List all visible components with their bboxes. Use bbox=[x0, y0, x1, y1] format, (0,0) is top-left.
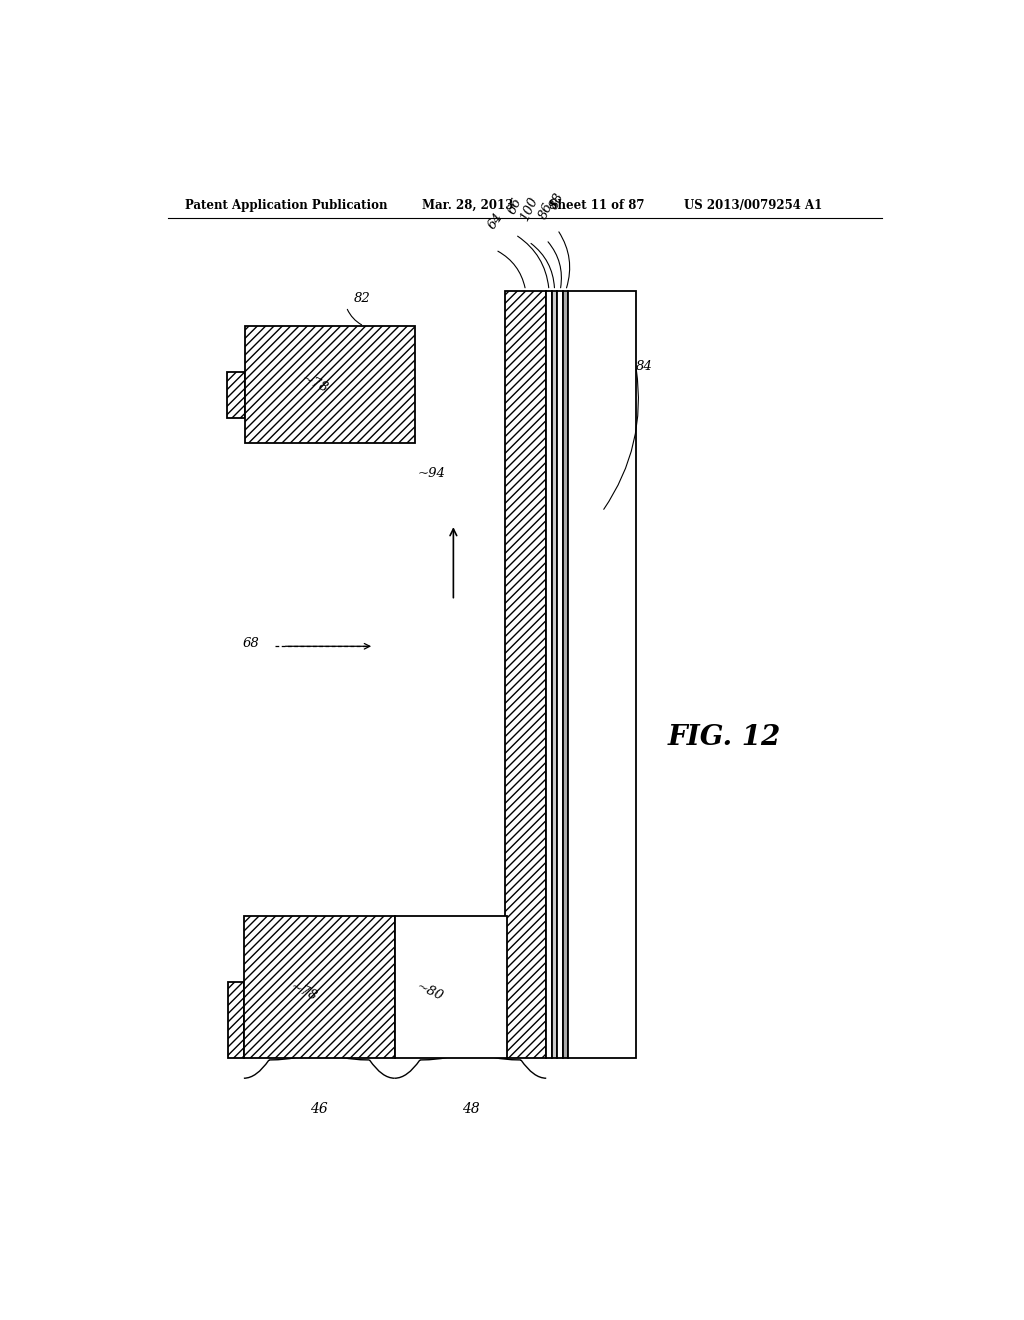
Bar bbox=[245, 326, 416, 444]
Bar bbox=[505, 290, 546, 1057]
Bar bbox=[568, 290, 636, 1057]
Text: 64: 64 bbox=[485, 210, 506, 231]
Bar bbox=[557, 290, 563, 1057]
Bar bbox=[563, 290, 568, 1057]
Text: 84: 84 bbox=[636, 360, 652, 374]
Text: 100: 100 bbox=[517, 195, 540, 223]
Text: ~78: ~78 bbox=[299, 372, 330, 396]
Text: 88: 88 bbox=[548, 190, 566, 211]
Bar bbox=[546, 290, 552, 1057]
Bar bbox=[394, 916, 507, 1057]
Text: 46: 46 bbox=[310, 1102, 328, 1115]
Text: FIG. 12: FIG. 12 bbox=[668, 725, 781, 751]
Text: ~94: ~94 bbox=[418, 467, 445, 480]
Text: Sheet 11 of 87: Sheet 11 of 87 bbox=[549, 198, 644, 211]
Text: 66: 66 bbox=[506, 195, 524, 216]
Bar bbox=[228, 982, 244, 1057]
Text: Mar. 28, 2013: Mar. 28, 2013 bbox=[422, 198, 513, 211]
Bar bbox=[227, 372, 245, 417]
Text: Patent Application Publication: Patent Application Publication bbox=[185, 198, 388, 211]
Bar bbox=[552, 290, 557, 1057]
Text: 82: 82 bbox=[353, 292, 371, 305]
Text: ~80: ~80 bbox=[414, 979, 445, 1003]
Text: 68: 68 bbox=[243, 636, 259, 649]
Text: 86: 86 bbox=[537, 201, 556, 222]
Text: 48: 48 bbox=[462, 1102, 479, 1115]
Bar bbox=[244, 916, 394, 1057]
Text: ~78: ~78 bbox=[289, 979, 319, 1003]
Text: US 2013/0079254 A1: US 2013/0079254 A1 bbox=[684, 198, 822, 211]
